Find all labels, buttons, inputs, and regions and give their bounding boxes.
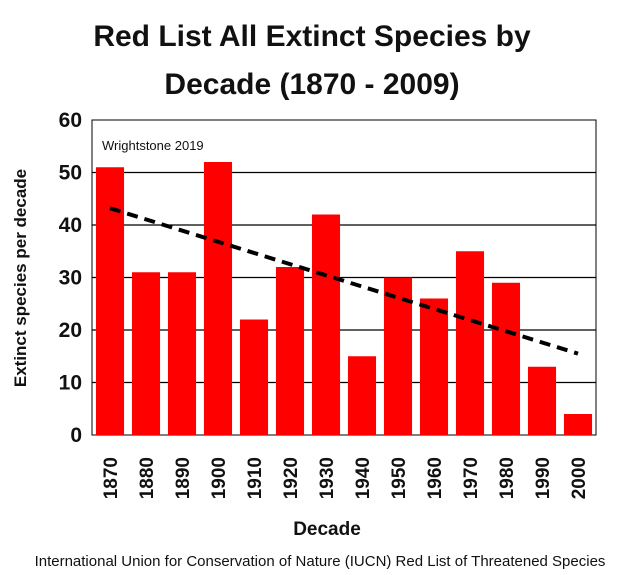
x-tick-label-1900: 1900 [209,457,230,499]
bar-1880 [131,272,161,435]
x-tick-label-1990: 1990 [533,457,554,499]
x-tick-label-1970: 1970 [461,457,482,499]
y-tick-label: 30 [59,267,82,290]
bars [95,162,593,435]
bar-1890 [167,272,197,435]
x-tick-label-1940: 1940 [353,457,374,499]
y-tick-label: 10 [59,372,82,395]
y-tick-label: 0 [70,424,82,447]
y-tick-label: 60 [59,109,82,132]
bar-2000 [563,414,593,435]
y-tick-label: 20 [59,319,82,342]
x-axis-title: Decade [293,519,361,540]
x-tick-label-1870: 1870 [101,457,122,499]
trendline [109,206,579,356]
chart-title-line-1: Red List All Extinct Species by [93,20,531,53]
bar-1910 [239,319,269,435]
bar-1940 [347,356,377,435]
x-tick-label-1950: 1950 [389,457,410,499]
bar-1920 [275,267,305,435]
chart-title-line-2: Decade (1870 - 2009) [164,68,459,101]
bar-1900 [203,162,233,435]
bar-1870 [95,167,125,435]
x-tick-label-1920: 1920 [281,457,302,499]
bar-1950 [383,277,413,435]
bar-1990 [527,366,557,435]
x-tick-labels: 1870 1880 1890 1900 1910 1920 1930 1940 1950 1960… [101,457,590,499]
trendline-group [109,206,579,356]
x-tick-label-1930: 1930 [317,457,338,499]
source-annotation: Wrightstone 2019 [102,138,204,153]
x-tick-label-1980: 1980 [497,457,518,499]
bar-1930 [311,214,341,435]
y-tick-labels: 0 10 20 30 40 50 60 [59,109,82,447]
y-tick-label: 50 [59,162,82,185]
x-tick-label-1910: 1910 [245,457,266,499]
bar-1960 [419,298,449,435]
x-tick-label-1960: 1960 [425,457,446,499]
y-axis-title: Extinct species per decade [11,169,30,387]
y-tick-label: 40 [59,214,82,237]
x-tick-label-1890: 1890 [173,457,194,499]
x-tick-label-2000: 2000 [569,457,590,499]
bar-1970 [455,251,485,435]
x-tick-label-1880: 1880 [137,457,158,499]
footer-source: International Union for Conservation of … [35,553,606,570]
bar-1980 [491,282,521,435]
